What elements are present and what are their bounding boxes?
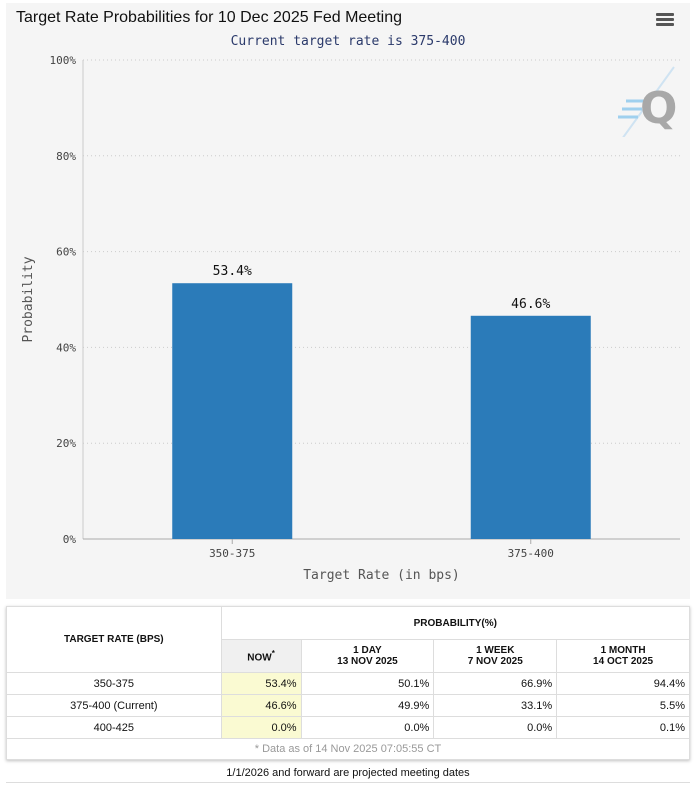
value-cell: 0.1%	[556, 716, 690, 739]
chart-panel: 0% 20% 40% 60% 80% 100% 53.4% 350-375 46.6% 375-4…	[6, 3, 690, 599]
probability-header: PROBABILITY(%)	[220, 606, 691, 640]
probability-table: TARGET RATE (BPS) PROBABILITY(%) NOW* 1 …	[6, 606, 691, 760]
y-axis-title: Probability	[21, 256, 36, 342]
rate-cell: 350-375	[6, 672, 222, 695]
value-cell: 53.4%	[220, 672, 302, 695]
footnote-marker: *	[271, 648, 275, 658]
data-label: 53.4%	[213, 264, 252, 279]
data-label: 46.6%	[511, 297, 550, 312]
chart-subtitle: Current target rate is 375-400	[230, 34, 466, 49]
target-rate-header: TARGET RATE (BPS)	[6, 606, 222, 673]
hamburger-menu-icon[interactable]	[656, 13, 674, 27]
rate-cell: 375-400 (Current)	[6, 694, 222, 717]
value-cell: 50.1%	[300, 672, 435, 695]
value-cell: 66.9%	[433, 672, 558, 695]
projected-dates-note: 1/1/2026 and forward are projected meeti…	[226, 767, 470, 779]
bar-chart: 0% 20% 40% 60% 80% 100% 53.4% 350-375 46.6% 375-4…	[21, 54, 680, 583]
col-now-header: NOW*	[220, 639, 302, 673]
value-cell: 49.9%	[300, 694, 435, 717]
table-row: 350-375 53.4% 50.1% 66.9% 94.4%	[6, 672, 690, 695]
chart-title: Target Rate Probabilities for 10 Dec 202…	[16, 9, 402, 26]
y-tick-label: 60%	[56, 246, 76, 259]
value-cell: 0.0%	[300, 716, 435, 739]
divider	[6, 782, 690, 783]
x-tick-label: 350-375	[209, 547, 255, 560]
table-row: 400-425 0.0% 0.0% 0.0% 0.1%	[6, 716, 690, 739]
svg-text:Q: Q	[640, 83, 677, 134]
value-cell: 5.5%	[556, 694, 690, 717]
col-1day-header: 1 DAY 13 NOV 2025	[300, 639, 435, 673]
y-tick-label: 40%	[56, 341, 76, 354]
value-cell: 46.6%	[220, 694, 302, 717]
data-timestamp-footnote: * Data as of 14 Nov 2025 07:05:55 CT	[6, 738, 690, 760]
y-tick-label: 80%	[56, 150, 76, 163]
value-cell: 0.0%	[220, 716, 302, 739]
table-row: 375-400 (Current) 46.6% 49.9% 33.1% 5.5%	[6, 694, 690, 717]
y-tick-label: 20%	[56, 437, 76, 450]
value-cell: 33.1%	[433, 694, 558, 717]
value-cell: 94.4%	[556, 672, 690, 695]
quikstrike-q-logo-icon: Q	[618, 66, 677, 137]
bar-350-375	[172, 283, 293, 539]
y-tick-label: 0%	[63, 533, 77, 546]
col-1week-header: 1 WEEK 7 NOV 2025	[433, 639, 558, 673]
y-tick-label: 100%	[50, 54, 77, 67]
bar-375-400	[470, 315, 591, 539]
rate-cell: 400-425	[6, 716, 222, 739]
x-axis-title: Target Rate (in bps)	[303, 568, 460, 583]
value-cell: 0.0%	[433, 716, 558, 739]
x-tick-label: 375-400	[508, 547, 554, 560]
col-1month-header: 1 MONTH 14 OCT 2025	[556, 639, 690, 673]
